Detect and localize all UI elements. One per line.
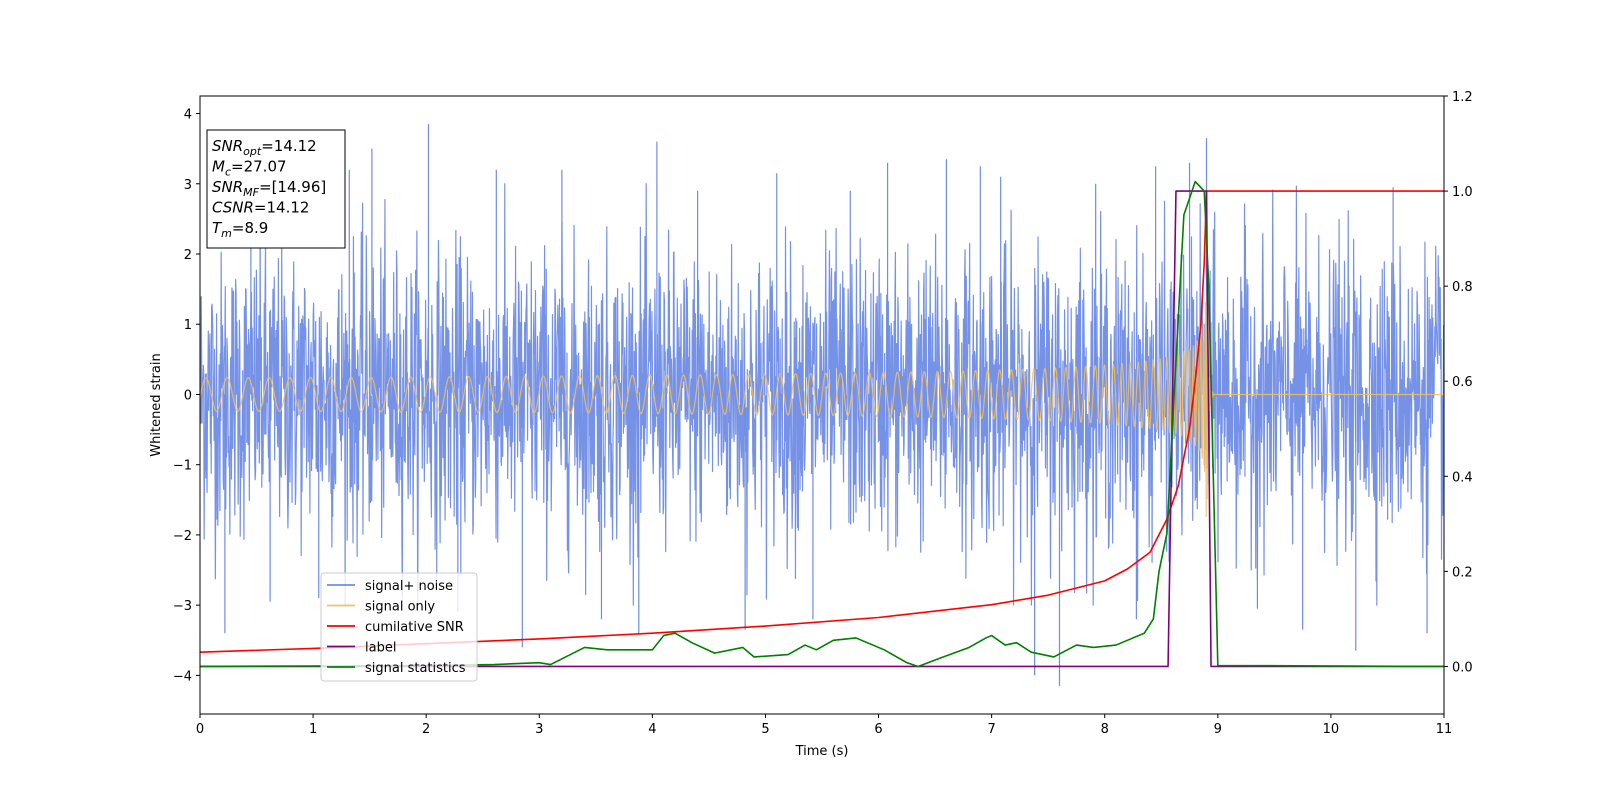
legend-label: label [365,641,396,656]
plot-series [200,124,1444,686]
x-tick-label: 11 [1436,722,1453,737]
series-signal-only [200,294,1444,518]
x-tick-label: 6 [874,722,882,737]
legend-label: signal statistics [365,661,466,676]
legend-label: cumilative SNR [365,620,464,635]
y-tick-label: −2 [173,529,192,544]
x-tick-label: 8 [1101,722,1109,737]
info-line: CSNR=14.12 [212,199,309,217]
legend: signal+ noise signal only cumilative SNR la… [320,572,478,682]
y-axis-left: −4 −3 −2 −1 0 1 2 3 4 [173,108,200,684]
series-cumilative-snr [200,190,1444,653]
info-line: Tm=8.9 [212,219,268,240]
x-axis-label: Time (s) [795,744,849,759]
x-tick-label: 5 [761,722,769,737]
x-tick-label: 0 [196,722,204,737]
y2-tick-label: 0.4 [1452,470,1473,485]
y-tick-label: 2 [184,248,192,263]
y-tick-label: −4 [173,669,192,684]
x-tick-label: 7 [987,722,995,737]
series-signal-statistics [200,180,1444,668]
series-signal-noise [200,183,1444,606]
y2-tick-label: 0.2 [1452,565,1473,580]
y-tick-label: 3 [184,178,192,193]
y-axis-right: 0.0 0.2 0.4 0.6 0.8 1.0 1.2 [1444,90,1473,675]
y-tick-label: −1 [173,459,192,474]
y-tick-label: 4 [184,108,192,123]
legend-label: signal only [365,600,435,615]
info-box-frame [206,129,346,249]
y-tick-label: 1 [184,318,192,333]
x-tick-label: 1 [309,722,317,737]
x-tick-label: 3 [535,722,543,737]
info-box: SNRopt=14.12Mc=27.07SNRMF=[14.96]CSNR=14… [206,129,346,249]
y2-tick-label: 1.2 [1452,90,1473,105]
plot-frame [199,95,1445,715]
info-line: Mc=27.07 [212,158,287,179]
x-axis: 0 1 2 3 4 5 6 7 8 9 10 11 [196,714,1452,737]
info-line: SNRMF=[14.96] [212,178,326,199]
x-tick-label: 10 [1323,722,1340,737]
y2-tick-label: 0.0 [1452,660,1473,675]
x-tick-label: 4 [648,722,656,737]
y-tick-label: −3 [173,599,192,614]
y-axis-label: Whitened strain [149,353,164,456]
x-tick-label: 9 [1214,722,1222,737]
info-line: SNRopt=14.12 [212,137,317,158]
y2-tick-label: 0.6 [1452,375,1473,390]
legend-label: signal+ noise [365,579,453,594]
y2-tick-label: 0.8 [1452,280,1473,295]
x-tick-label: 2 [422,722,430,737]
y-tick-label: 0 [184,388,192,403]
legend-frame [320,572,478,682]
y2-tick-label: 1.0 [1452,185,1473,200]
